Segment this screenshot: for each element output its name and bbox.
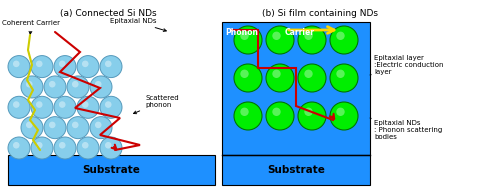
Text: (b) Si film containing NDs: (b) Si film containing NDs — [262, 9, 378, 18]
Circle shape — [8, 56, 30, 78]
Circle shape — [298, 64, 326, 92]
Circle shape — [272, 108, 280, 116]
Circle shape — [304, 32, 312, 40]
Circle shape — [54, 137, 76, 159]
Circle shape — [304, 70, 312, 78]
Circle shape — [72, 122, 78, 128]
Circle shape — [105, 142, 112, 149]
Circle shape — [49, 122, 56, 128]
Circle shape — [90, 76, 112, 98]
Circle shape — [77, 56, 99, 78]
Circle shape — [336, 32, 344, 40]
Circle shape — [67, 117, 89, 139]
Circle shape — [100, 96, 122, 118]
Circle shape — [77, 137, 99, 159]
Bar — [222, 155, 370, 185]
Circle shape — [44, 76, 66, 98]
Circle shape — [13, 61, 20, 67]
Circle shape — [330, 102, 358, 130]
Circle shape — [330, 26, 358, 54]
Circle shape — [49, 81, 56, 88]
Text: Substrate: Substrate — [82, 165, 140, 175]
Text: Epitaxial NDs: Epitaxial NDs — [110, 18, 166, 31]
Circle shape — [8, 137, 30, 159]
Circle shape — [36, 101, 43, 108]
Circle shape — [336, 70, 344, 78]
Circle shape — [90, 117, 112, 139]
Circle shape — [21, 117, 43, 139]
Text: (a) Connected Si NDs: (a) Connected Si NDs — [60, 9, 156, 18]
Circle shape — [266, 64, 294, 92]
Circle shape — [234, 64, 262, 92]
Circle shape — [266, 26, 294, 54]
Text: Substrate: Substrate — [267, 165, 325, 175]
Circle shape — [72, 81, 78, 88]
Text: Scattered
phonon: Scattered phonon — [134, 95, 178, 114]
Circle shape — [59, 142, 66, 149]
Circle shape — [31, 137, 53, 159]
Circle shape — [13, 142, 20, 149]
Circle shape — [105, 101, 112, 108]
Circle shape — [21, 76, 43, 98]
Bar — [222, 22, 370, 155]
Circle shape — [336, 108, 344, 116]
Circle shape — [298, 102, 326, 130]
Circle shape — [240, 32, 248, 40]
Circle shape — [234, 102, 262, 130]
Circle shape — [298, 26, 326, 54]
Circle shape — [36, 61, 43, 67]
Circle shape — [100, 137, 122, 159]
Circle shape — [26, 81, 32, 88]
Circle shape — [266, 102, 294, 130]
Circle shape — [59, 61, 66, 67]
Circle shape — [44, 117, 66, 139]
Circle shape — [272, 32, 280, 40]
Circle shape — [54, 56, 76, 78]
Circle shape — [95, 122, 102, 128]
Text: Epitaxial NDs
: Phonon scattering
bodies: Epitaxial NDs : Phonon scattering bodies — [370, 118, 442, 140]
Circle shape — [82, 101, 88, 108]
Circle shape — [59, 101, 66, 108]
Circle shape — [95, 81, 102, 88]
Circle shape — [272, 70, 280, 78]
Circle shape — [240, 70, 248, 78]
Circle shape — [240, 108, 248, 116]
Circle shape — [105, 61, 112, 67]
Circle shape — [82, 142, 88, 149]
Circle shape — [330, 64, 358, 92]
Circle shape — [54, 96, 76, 118]
Circle shape — [36, 142, 43, 149]
Text: Epitaxial layer
:Electric conduction
layer: Epitaxial layer :Electric conduction lay… — [370, 55, 444, 75]
Circle shape — [8, 96, 30, 118]
Circle shape — [13, 101, 20, 108]
Circle shape — [100, 56, 122, 78]
Circle shape — [26, 122, 32, 128]
Circle shape — [31, 56, 53, 78]
Circle shape — [234, 26, 262, 54]
Circle shape — [67, 76, 89, 98]
Circle shape — [31, 96, 53, 118]
Circle shape — [304, 108, 312, 116]
Bar — [8, 155, 215, 185]
Text: Phonon: Phonon — [225, 28, 258, 37]
Circle shape — [82, 61, 88, 67]
Circle shape — [77, 96, 99, 118]
Text: Coherent Carrier: Coherent Carrier — [2, 20, 60, 34]
Text: Carrier: Carrier — [285, 28, 315, 37]
